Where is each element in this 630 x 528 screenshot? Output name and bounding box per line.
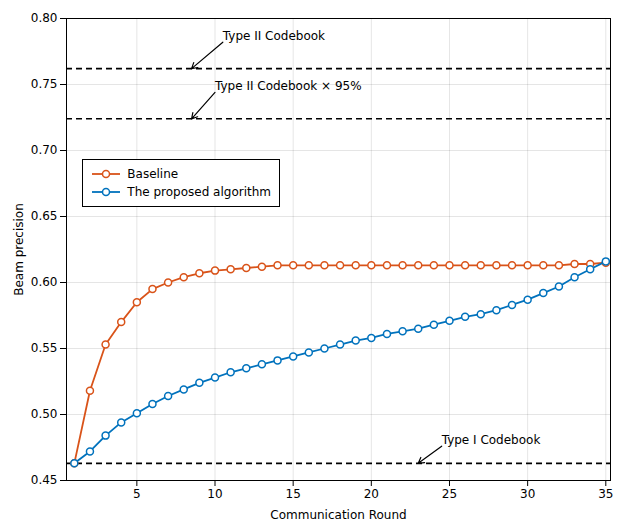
svg-text:20: 20 <box>364 487 379 501</box>
svg-text:Type II Codebook × 95%: Type II Codebook × 95% <box>214 79 362 93</box>
svg-text:0.80: 0.80 <box>31 11 58 25</box>
svg-text:0.70: 0.70 <box>31 143 58 157</box>
svg-text:35: 35 <box>598 487 613 501</box>
svg-text:0.60: 0.60 <box>31 275 58 289</box>
svg-text:5: 5 <box>133 487 141 501</box>
html-text:Baseline: Baseline <box>127 166 179 181</box>
svg-text:Beam precision: Beam precision <box>12 203 26 296</box>
svg-text:0.65: 0.65 <box>31 209 58 223</box>
svg-text:25: 25 <box>442 487 457 501</box>
svg-text:0.50: 0.50 <box>31 407 58 421</box>
svg-text:Type II Codebook: Type II Codebook <box>222 29 325 43</box>
svg-text:Communication Round: Communication Round <box>270 508 406 522</box>
svg-text:15: 15 <box>286 487 301 501</box>
svg-text:30: 30 <box>520 487 535 501</box>
svg-text:Type I Codebook: Type I Codebook <box>441 433 541 447</box>
html-text:The proposed algorithm: The proposed algorithm <box>127 184 271 199</box>
svg-text:0.45: 0.45 <box>31 473 58 487</box>
svg-text:0.75: 0.75 <box>31 77 58 91</box>
svg-text:0.55: 0.55 <box>31 341 58 355</box>
svg-text:10: 10 <box>207 487 222 501</box>
